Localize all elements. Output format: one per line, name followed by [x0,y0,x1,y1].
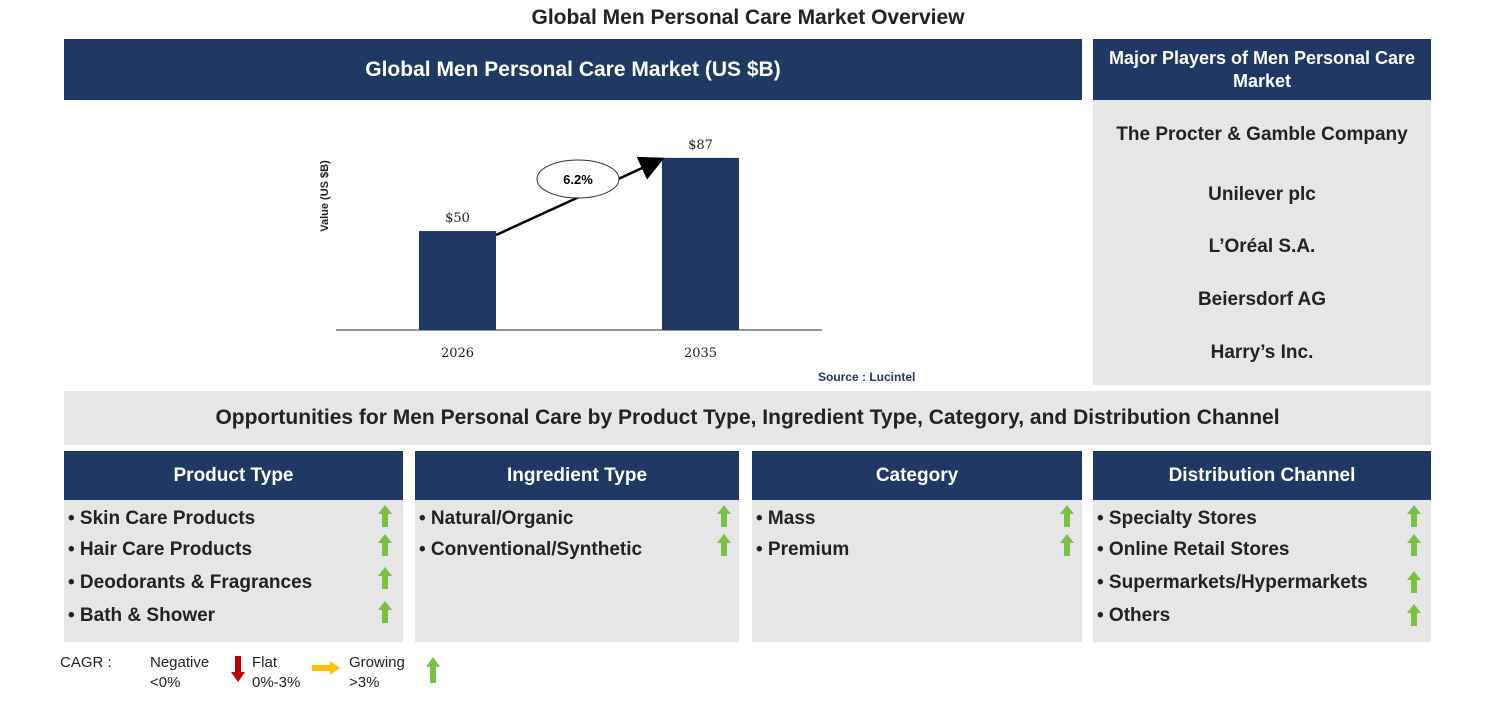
legend-growing: Growing >3% [349,653,405,693]
player-item: L’Oréal S.A. [1208,236,1316,257]
segment-item: • Deodorants & Fragrances [68,572,313,593]
x-tick-label: 2035 [684,346,717,361]
growing-arrow-icon [1407,571,1421,593]
legend-negative-range: <0% [150,674,181,691]
segment-item: • Others [1097,605,1171,626]
market-bar-chart: Value (US $B) $50 2026 $87 2035 6.2% [319,138,822,361]
cagr-bubble [536,159,620,199]
player-item: Beiersdorf AG [1197,289,1327,310]
negative-arrow-icon [231,656,245,682]
y-axis-label: Value (US $B) [319,160,331,232]
x-tick-label: 2026 [441,346,474,361]
opportunities-title: Opportunities for Men Personal Care by P… [64,391,1431,445]
growing-arrow-icon [378,601,392,623]
growing-arrow-icon [1407,505,1421,527]
growing-arrow-icon [1407,534,1421,556]
segment-item: • Supermarkets/Hypermarkets [1097,572,1368,593]
segment-body-distribution-channel: • Specialty Stores • Online Retail Store… [1093,500,1431,642]
bar-value-label: $50 [445,211,470,226]
players-panel: The Procter & Gamble Company Unilever pl… [1093,100,1431,385]
legend-flat: Flat 0%-3% [252,653,300,693]
segment-item: • Natural/Organic [419,508,574,529]
legend-cagr-label: CAGR : [60,654,112,671]
source-note: Source : Lucintel [818,370,916,384]
growing-arrow-icon [378,567,392,589]
segment-item: • Specialty Stores [1097,508,1257,529]
segment-header-distribution-channel: Distribution Channel [1093,451,1431,500]
bar-2035 [662,157,739,330]
segment-header-ingredient-type: Ingredient Type [415,451,739,500]
player-item: Harry’s Inc. [1210,342,1314,363]
growing-arrow-icon [1060,534,1074,556]
legend-flat-label: Flat [252,654,278,671]
segment-item: • Bath & Shower [68,605,216,626]
legend-growing-label: Growing [349,654,405,671]
cagr-value-label: 6.2% [563,172,593,187]
segment-body-product-type: • Skin Care Products • Hair Care Product… [64,500,403,642]
legend-growing-range: >3% [349,674,380,691]
segment-item: • Online Retail Stores [1097,539,1290,560]
segment-item: • Mass [756,508,816,529]
growing-arrow-icon [717,534,731,556]
legend-negative: Negative <0% [150,653,209,693]
segment-item: • Skin Care Products [68,508,256,529]
legend-negative-label: Negative [150,654,210,671]
growing-arrow-icon [1407,604,1421,626]
page-title: Global Men Personal Care Market Overview [531,6,965,29]
segment-header-product-type: Product Type [64,451,403,500]
segment-body-ingredient-type: • Natural/Organic • Conventional/Synthet… [415,500,739,642]
bar-value-label: $87 [688,138,713,153]
chart-header: Global Men Personal Care Market (US $B) [64,39,1082,100]
flat-arrow-icon [312,661,340,675]
growing-arrow-icon [1060,505,1074,527]
segment-item: • Premium [756,539,850,560]
bar-2026 [419,231,496,330]
segment-body-category: • Mass • Premium [752,500,1082,642]
segment-item: • Conventional/Synthetic [419,539,643,560]
growing-arrow-icon [717,505,731,527]
growing-arrow-icon [378,534,392,556]
segment-item: • Hair Care Products [68,539,253,560]
player-item: The Procter & Gamble Company [1116,124,1408,145]
growing-arrow-icon [426,657,440,683]
segment-header-category: Category [752,451,1082,500]
player-item: Unilever plc [1208,184,1316,205]
legend-flat-range: 0%-3% [252,674,301,691]
growing-arrow-icon [378,505,392,527]
players-header: Major Players of Men Personal Care Marke… [1093,39,1431,100]
